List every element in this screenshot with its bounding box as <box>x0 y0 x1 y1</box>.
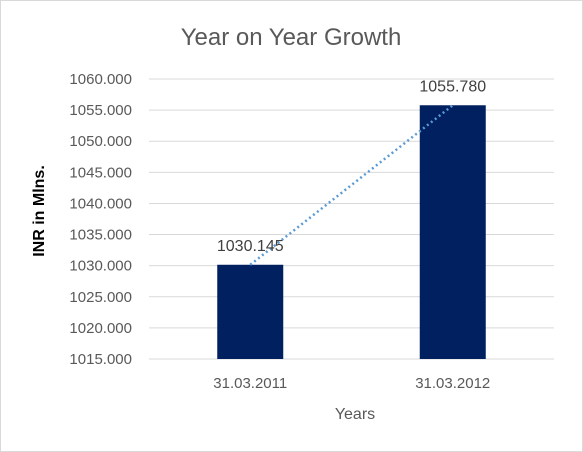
gridlines <box>149 78 554 360</box>
y-tick-labels: 1015.000 1020.000 1025.000 1030.000 1035.000… <box>69 71 132 368</box>
y-tick-label: 1060.000 <box>69 71 132 88</box>
bar <box>217 264 284 359</box>
data-label: 1055.780 <box>419 78 486 95</box>
y-tick-label: 1020.000 <box>69 320 132 337</box>
y-tick-label: 1055.000 <box>69 102 132 119</box>
data-label: 1030.145 <box>217 238 284 255</box>
bars <box>217 105 486 359</box>
y-tick-label: 1045.000 <box>69 164 132 181</box>
y-tick-label: 1050.000 <box>69 133 132 150</box>
y-tick-label: 1035.000 <box>69 227 132 244</box>
data-labels: 1030.145 1055.780 <box>217 78 486 255</box>
y-tick-label: 1015.000 <box>69 351 132 368</box>
x-tick-label: 31.03.2012 <box>415 375 490 392</box>
y-tick-label: 1025.000 <box>69 289 132 306</box>
bar <box>419 105 486 359</box>
y-tick-label: 1030.000 <box>69 258 132 275</box>
x-tick-label: 31.03.2011 <box>213 375 287 392</box>
y-axis-title: INR in Mlns. <box>31 165 48 257</box>
x-tick-labels: 31.03.2011 31.03.2012 <box>213 375 490 392</box>
x-axis-title: Years <box>335 406 375 423</box>
y-tick-label: 1040.000 <box>69 195 132 212</box>
chart-title: Year on Year Growth <box>181 24 402 51</box>
